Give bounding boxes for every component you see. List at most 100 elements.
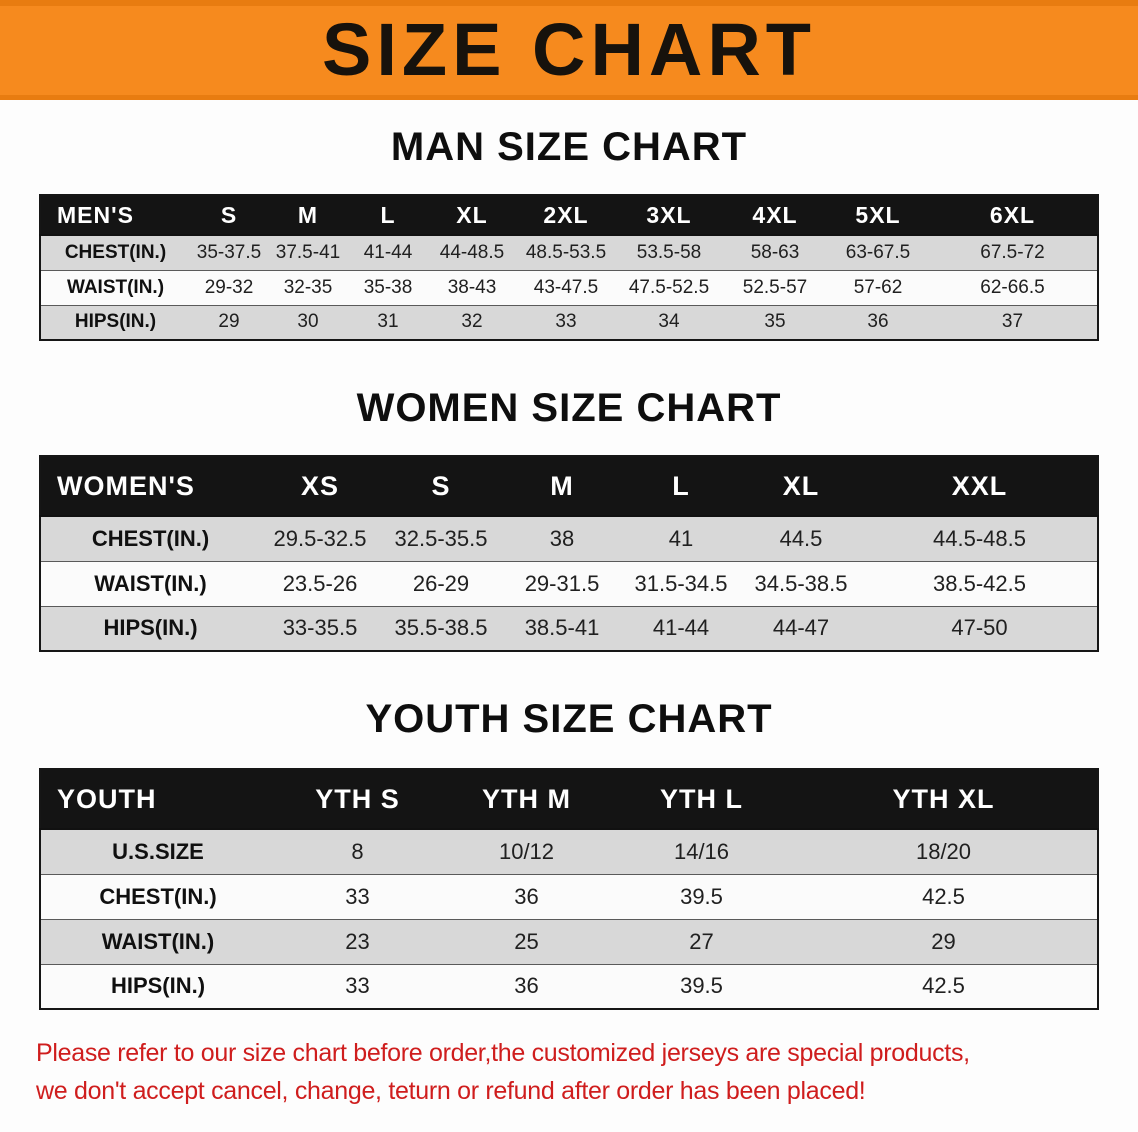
size-cell: 63-67.5 <box>828 235 928 271</box>
size-cell: 31 <box>348 305 428 341</box>
size-cell: 34 <box>616 305 722 341</box>
table-row: CHEST(IN.) 33 36 39.5 42.5 <box>40 874 1098 920</box>
women-section-heading: WOMEN SIZE CHART <box>356 386 782 430</box>
men-section-heading: MAN SIZE CHART <box>390 125 748 169</box>
size-col-header: 5XL <box>828 195 928 236</box>
size-cell: 41-44 <box>348 235 428 271</box>
size-col-header: YTH L <box>613 769 790 830</box>
size-cell: 35.5-38.5 <box>380 606 502 652</box>
row-label: CHEST(IN.) <box>40 874 275 920</box>
table-row: WAIST(IN.) 29-32 32-35 35-38 38-43 43-47… <box>40 270 1098 306</box>
size-cell: 18/20 <box>790 829 1098 875</box>
size-cell: 26-29 <box>380 561 502 607</box>
table-row: CHEST(IN.) 29.5-32.5 32.5-35.5 38 41 44.… <box>40 516 1098 562</box>
disclaimer-line-1: Please refer to our size chart before or… <box>36 1039 970 1067</box>
size-cell: 38.5-42.5 <box>862 561 1098 607</box>
size-cell: 38 <box>502 516 622 562</box>
size-cell: 35-37.5 <box>190 235 268 271</box>
size-col-header: 2XL <box>516 195 616 236</box>
table-row: HIPS(IN.) 33 36 39.5 42.5 <box>40 964 1098 1010</box>
size-col-header: L <box>348 195 428 236</box>
size-cell: 35-38 <box>348 270 428 306</box>
size-col-header: S <box>190 195 268 236</box>
size-cell: 57-62 <box>828 270 928 306</box>
size-cell: 27 <box>613 919 790 965</box>
row-label: HIPS(IN.) <box>40 305 190 341</box>
size-col-header: XL <box>428 195 516 236</box>
size-cell: 33 <box>275 964 440 1010</box>
disclaimer-line-2: we don't accept cancel, change, teturn o… <box>36 1077 866 1105</box>
women-size-table: WOMEN'S XS S M L XL XXL CHEST(IN.) 29.5-… <box>39 455 1099 652</box>
size-col-header: S <box>380 456 502 517</box>
size-cell: 32 <box>428 305 516 341</box>
size-col-header: 3XL <box>616 195 722 236</box>
size-cell: 32.5-35.5 <box>380 516 502 562</box>
size-cell: 52.5-57 <box>722 270 828 306</box>
size-cell: 23.5-26 <box>260 561 380 607</box>
size-cell: 41-44 <box>622 606 740 652</box>
size-cell: 44.5 <box>740 516 862 562</box>
size-cell: 33-35.5 <box>260 606 380 652</box>
youth-size-table: YOUTH YTH S YTH M YTH L YTH XL U.S.SIZE … <box>39 768 1099 1010</box>
size-cell: 44.5-48.5 <box>862 516 1098 562</box>
youth-size-section: YOUTH SIZE CHART YOUTH YTH S YTH M YTH L… <box>0 696 1138 1010</box>
size-cell: 42.5 <box>790 874 1098 920</box>
size-cell: 37 <box>928 305 1098 341</box>
size-cell: 38-43 <box>428 270 516 306</box>
size-cell: 34.5-38.5 <box>740 561 862 607</box>
women-header-row: WOMEN'S XS S M L XL XXL <box>40 456 1098 517</box>
size-cell: 29-32 <box>190 270 268 306</box>
men-size-section: MAN SIZE CHART MEN'S S M L XL 2XL 3XL 4X… <box>0 124 1138 341</box>
size-col-header: L <box>622 456 740 517</box>
size-cell: 14/16 <box>613 829 790 875</box>
size-cell: 31.5-34.5 <box>622 561 740 607</box>
size-col-header: XL <box>740 456 862 517</box>
size-col-header: YTH M <box>440 769 613 830</box>
size-cell: 47.5-52.5 <box>616 270 722 306</box>
size-cell: 29 <box>790 919 1098 965</box>
size-cell: 36 <box>440 874 613 920</box>
row-label: HIPS(IN.) <box>40 606 260 652</box>
table-row: WAIST(IN.) 23 25 27 29 <box>40 919 1098 965</box>
size-cell: 53.5-58 <box>616 235 722 271</box>
banner: SIZE CHART <box>0 0 1138 100</box>
size-cell: 25 <box>440 919 613 965</box>
size-cell: 33 <box>275 874 440 920</box>
size-col-header: XS <box>260 456 380 517</box>
women-table-label: WOMEN'S <box>40 456 260 517</box>
men-table-label: MEN'S <box>40 195 190 236</box>
size-cell: 58-63 <box>722 235 828 271</box>
row-label: WAIST(IN.) <box>40 270 190 306</box>
size-cell: 30 <box>268 305 348 341</box>
size-cell: 47-50 <box>862 606 1098 652</box>
size-col-header: XXL <box>862 456 1098 517</box>
size-cell: 33 <box>516 305 616 341</box>
table-row: U.S.SIZE 8 10/12 14/16 18/20 <box>40 829 1098 875</box>
size-cell: 44-48.5 <box>428 235 516 271</box>
size-cell: 29.5-32.5 <box>260 516 380 562</box>
size-cell: 29-31.5 <box>502 561 622 607</box>
row-label: U.S.SIZE <box>40 829 275 875</box>
size-cell: 48.5-53.5 <box>516 235 616 271</box>
row-label: CHEST(IN.) <box>40 235 190 271</box>
table-row: WAIST(IN.) 23.5-26 26-29 29-31.5 31.5-34… <box>40 561 1098 607</box>
table-row: CHEST(IN.) 35-37.5 37.5-41 41-44 44-48.5… <box>40 235 1098 271</box>
size-cell: 36 <box>828 305 928 341</box>
size-cell: 41 <box>622 516 740 562</box>
table-row: HIPS(IN.) 33-35.5 35.5-38.5 38.5-41 41-4… <box>40 606 1098 652</box>
disclaimer: Please refer to our size chart before or… <box>36 1034 1102 1110</box>
size-cell: 39.5 <box>613 874 790 920</box>
row-label: WAIST(IN.) <box>40 561 260 607</box>
size-cell: 43-47.5 <box>516 270 616 306</box>
size-cell: 10/12 <box>440 829 613 875</box>
size-cell: 67.5-72 <box>928 235 1098 271</box>
size-col-header: M <box>268 195 348 236</box>
size-cell: 62-66.5 <box>928 270 1098 306</box>
row-label: CHEST(IN.) <box>40 516 260 562</box>
youth-header-row: YOUTH YTH S YTH M YTH L YTH XL <box>40 769 1098 830</box>
row-label: HIPS(IN.) <box>40 964 275 1010</box>
size-cell: 38.5-41 <box>502 606 622 652</box>
size-col-header: 4XL <box>722 195 828 236</box>
size-cell: 8 <box>275 829 440 875</box>
